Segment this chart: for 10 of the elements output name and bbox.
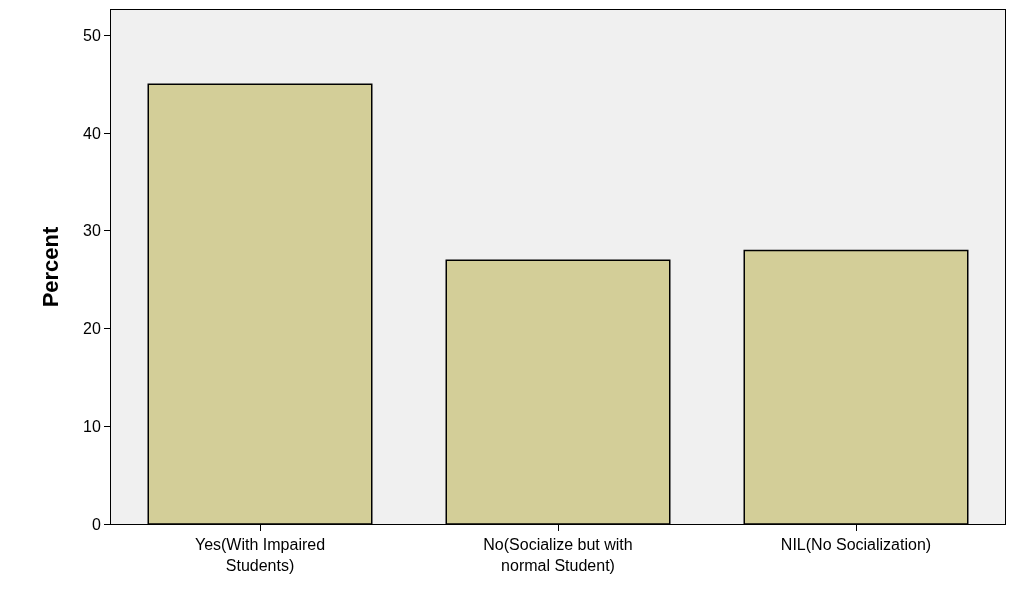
x-tick-label: NIL(No Socialization) — [780, 536, 932, 554]
y-tick-label: 0 — [91, 515, 101, 533]
y-tick-label: 20 — [83, 320, 101, 338]
y-tick-label: 30 — [83, 222, 101, 240]
y-axis-title: Percent — [37, 225, 63, 308]
x-tick-label: No(Socialize but with normal Student) — [483, 536, 633, 574]
y-tick-label: 10 — [83, 417, 101, 435]
y-tick-label: 50 — [83, 27, 101, 45]
x-tick-label: Yes(With Impaired Students) — [194, 536, 326, 574]
y-tick-label: 40 — [83, 124, 101, 142]
